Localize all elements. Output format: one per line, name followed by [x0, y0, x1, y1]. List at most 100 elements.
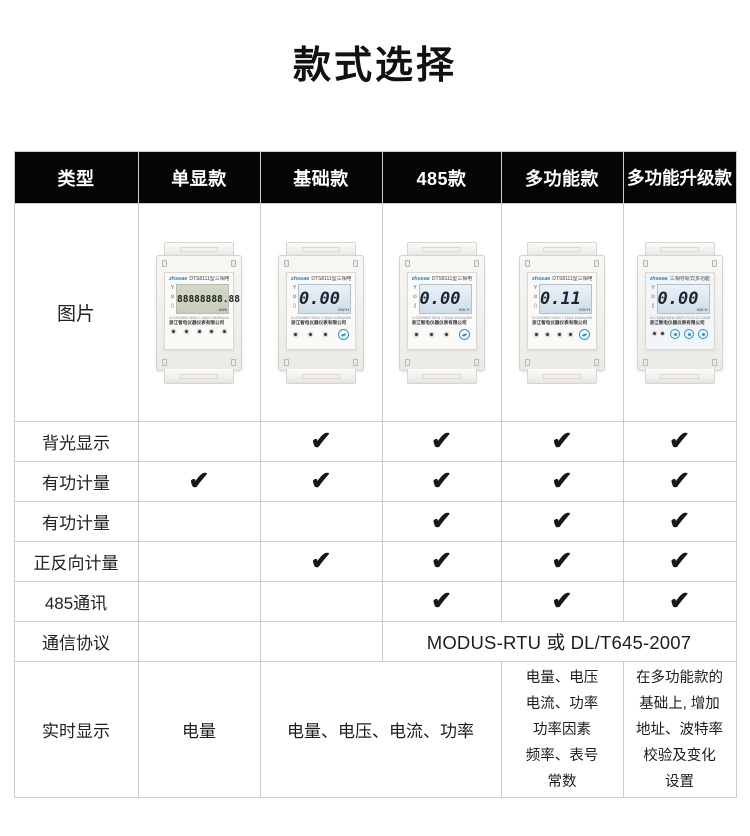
feature-cell: ✔: [381, 581, 502, 622]
lcd-side-symbols: Y ⊙ ▯: [533, 284, 538, 309]
lcd-side-symbols: Y ⊙ ▯: [170, 284, 175, 309]
header-multifunction: 多功能款: [500, 151, 624, 204]
realtime-row: 实时显示 电量 电量、电压、电流、功率 电量、电压 电流、功率 功率因素 频率、…: [13, 661, 737, 798]
check-icon: ✔: [431, 467, 452, 495]
feature-cell: [137, 541, 261, 582]
header-type: 类型: [13, 151, 139, 204]
meter-company-text: 浙江智电仪器仪表有限公司: [649, 319, 705, 325]
check-icon: ✔: [551, 467, 573, 495]
feature-cell: ✔: [500, 541, 624, 582]
check-icon: ✔: [310, 467, 332, 495]
check-icon: ✔: [669, 427, 690, 455]
check-icon: ✔: [669, 507, 690, 535]
meter-faceplate: zhseaeDTS8111型三相电子式电能表 Y ⊙ ▯ 0.11 KW·H 3…: [527, 271, 597, 350]
check-icon: ✔: [310, 427, 332, 455]
picture-cell-basic: zhseaeDTS8111型三相电子式电能表 Y ⊙ ▯ 0.00 KW·H 3…: [259, 203, 383, 422]
feature-cell: ✔: [622, 501, 737, 542]
brand-logo: zhseae: [649, 275, 668, 282]
lcd-side-symbols: Y ⊙ ▯: [292, 284, 297, 309]
meter-title: zhseaeDTS8111型三相电子式电能表: [291, 275, 351, 282]
feature-cell: [137, 421, 261, 462]
meter-company-text: 浙江智电仪器仪表有限公司: [532, 319, 588, 325]
lcd-unit: KW·H: [338, 306, 349, 312]
picture-row: 图片 zhseaeDTS8111型三相电子式电能表 Y ⊙ ▯: [13, 203, 737, 422]
feature-cell: ✔: [500, 581, 624, 622]
product-photo-multifunction: zhseaeDTS8111型三相电子式电能表 Y ⊙ ▯ 0.11 KW·H 3…: [519, 241, 605, 384]
check-icon: ✔: [551, 507, 573, 535]
meter-bottom-cap: [406, 368, 477, 384]
indicator-row: [169, 328, 229, 334]
protocol-cell-empty: [137, 621, 261, 662]
meter-bottom-cap: [164, 368, 234, 384]
check-icon: ✔: [669, 467, 690, 495]
picture-row-label: 图片: [13, 203, 139, 422]
lcd-screen: 88888888.88 kWh: [176, 283, 240, 314]
check-icon: ✔: [310, 547, 332, 575]
indicator-dot: [183, 328, 189, 334]
feature-cell: ✔: [622, 421, 737, 462]
product-photo-multifunction-upgrade: zhseae三相导轨式多功能智能电表 Y ⊙ ▯ 0.00 KW·H 3×1.5…: [636, 241, 723, 384]
feature-cell: ✔: [381, 461, 502, 502]
indicator-row: [412, 328, 472, 340]
feature-cell: [137, 581, 261, 622]
protocol-value: MODUS-RTU 或 DL/T645-2007: [381, 621, 737, 662]
feature-cell: ✔: [622, 461, 737, 502]
meter-top-cap: [406, 241, 477, 257]
feature-cell: ✔: [259, 541, 383, 582]
meter-spec-text: 3×1.5(6)A 50Hz GB/T17215.321-2008 MODBUS…: [649, 315, 710, 320]
lcd-screen: 0.00 KW·H: [298, 283, 351, 314]
meter-spec-text: 3×220/380V 50Hz 1.5(6)A 400imp/kWh: [532, 315, 592, 320]
picture-cell-multifunction-upgrade: zhseae三相导轨式多功能智能电表 Y ⊙ ▯ 0.00 KW·H 3×1.5…: [622, 203, 737, 422]
indicator-dot: [308, 331, 313, 337]
feature-cell: ✔: [381, 421, 502, 462]
realtime-cell-basic-485: 电量、电压、电流、功率: [259, 661, 502, 798]
lcd-value: 0.11: [540, 288, 581, 309]
header-row: 类型 单显款 基础款 485款 多功能款 多功能升级款: [13, 151, 737, 204]
meter-body: zhseaeDTS8111型三相电子式电能表 Y ⊙ ▯ 0.11 KW·H 3…: [519, 254, 605, 371]
check-icon: ✔: [431, 587, 452, 615]
meter-faceplate: zhseaeDTS8111型三相电子式电能表 Y ⊙ ▯ 0.00 KW·H 3…: [286, 271, 356, 350]
lcd-value: 0.00: [419, 288, 461, 309]
meter-top-cap: [286, 241, 356, 257]
lcd-screen: 0.00 KW·H: [418, 283, 472, 314]
feature-cell: ✔: [137, 461, 261, 502]
protocol-row-label: 通信协议: [13, 621, 139, 662]
realtime-cell-single: 电量: [137, 661, 261, 798]
meter-title: zhseaeDTS8111型三相电子式电能表: [411, 275, 472, 282]
meter-title: zhseae三相导轨式多功能智能电表: [649, 275, 710, 282]
meter-top-cap: [644, 241, 715, 257]
check-icon: ✔: [551, 587, 573, 615]
header-485: 485款: [381, 151, 502, 204]
feature-cell: [259, 581, 383, 622]
feature-label: 背光显示: [13, 421, 139, 462]
indicator-dot: [209, 328, 215, 334]
realtime-cell-multifunction-upgrade: 在多功能款的 基础上, 增加 地址、波特率 校验及变化 设置: [622, 661, 737, 798]
function-button-icon: [669, 328, 680, 339]
indicator-dot: [651, 331, 657, 336]
feature-row-active-metering-1: 有功计量 ✔ ✔ ✔ ✔ ✔: [13, 461, 737, 502]
indicator-row: [291, 328, 351, 340]
check-icon: ✔: [669, 587, 690, 615]
meter-faceplate: zhseae三相导轨式多功能智能电表 Y ⊙ ▯ 0.00 KW·H 3×1.5…: [644, 271, 715, 350]
lcd-side-symbols: Y ⊙ ▯: [650, 284, 656, 309]
feature-cell: ✔: [622, 541, 737, 582]
meter-company-text: 浙江智电仪器仪表有限公司: [291, 319, 347, 325]
meter-faceplate: zhseaeDTS8111型三相电子式电能表 Y ⊙ ▯ 88888888.88…: [164, 271, 240, 350]
header-multifunction-upgrade: 多功能升级款: [622, 151, 737, 204]
protocol-cell-empty: [259, 621, 383, 662]
lcd-unit: kWh: [219, 306, 227, 312]
meter-title: zhseaeDTS8111型三相电子式电能表: [169, 275, 229, 282]
feature-label: 有功计量: [13, 461, 139, 502]
indicator-dot: [659, 331, 665, 336]
cert-badge-icon: [338, 328, 349, 340]
lcd-value: 0.00: [657, 288, 699, 309]
meter-spec-text: 3×220/380V 50Hz 1.5(6)A 400imp/kWh: [411, 315, 472, 320]
meter-body: zhseaeDTS8111型三相电子式电能表 Y ⊙ ▯ 0.00 KW·H 3…: [278, 254, 364, 371]
indicator-dot: [323, 331, 328, 337]
product-photo-485: zhseaeDTS8111型三相电子式电能表 Y ⊙ ▯ 0.00 KW·H 3…: [398, 241, 485, 384]
feature-cell: ✔: [500, 501, 624, 542]
check-icon: ✔: [669, 547, 690, 575]
indicator-dot: [428, 331, 434, 337]
meter-faceplate: zhseaeDTS8111型三相电子式电能表 Y ⊙ ▯ 0.00 KW·H 3…: [406, 271, 477, 350]
